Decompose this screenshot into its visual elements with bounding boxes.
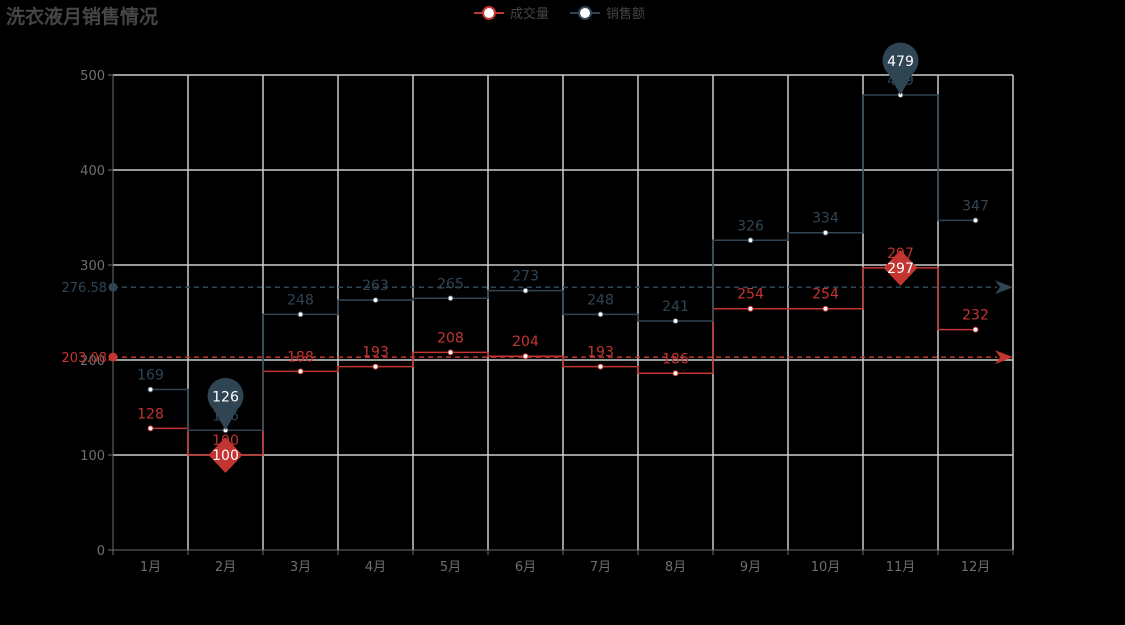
x-tick-label: 3月 [290, 560, 311, 575]
x-tick-label: 1月 [140, 560, 161, 575]
axes: 0 100 200 300 400 500 1月 2月 3月 4月 5月 6月 7月 8月 9月 10月 11月… [80, 69, 1014, 575]
data-label: 232 [962, 308, 989, 324]
data-point [522, 353, 529, 360]
data-point [147, 425, 154, 432]
legend-label: 成交量 [510, 6, 549, 22]
y-tick-label: 500 [80, 69, 105, 84]
series: 1281001881932082041931862542542972321691… [137, 73, 989, 458]
data-point [972, 217, 979, 224]
legend[interactable]: 成交量 销售额 [474, 6, 645, 22]
data-point [522, 287, 529, 294]
legend-swatch-dot [482, 6, 496, 20]
data-label: 193 [587, 345, 614, 361]
data-point [672, 318, 679, 325]
series-line [150, 94, 976, 432]
markers: 297 100 479 126 [207, 42, 919, 473]
data-label: 265 [437, 276, 464, 292]
data-label: 128 [137, 406, 164, 422]
legend-item[interactable]: 成交量 [474, 6, 549, 22]
data-label: 248 [587, 292, 614, 308]
data-point [147, 386, 154, 393]
x-tick-label: 6月 [515, 560, 536, 575]
data-label: 326 [737, 218, 764, 234]
x-tick-label: 5月 [440, 560, 461, 575]
data-point [447, 295, 454, 302]
data-label: 241 [662, 299, 689, 315]
legend-swatch-dot [578, 6, 592, 20]
data-point [297, 311, 304, 318]
marker-pin [207, 377, 244, 431]
marker-diamond [208, 437, 243, 473]
marker-label: 100 [212, 448, 239, 464]
marker-label: 297 [887, 261, 914, 277]
data-point [372, 297, 379, 304]
data-point [597, 311, 604, 318]
data-label: 263 [362, 278, 389, 294]
data-label: 347 [962, 198, 989, 214]
marker-label: 479 [887, 54, 914, 70]
data-label: 204 [512, 334, 539, 350]
average-label: 203.08 [62, 351, 108, 366]
x-tick-label: 12月 [961, 560, 991, 575]
y-tick-label: 100 [80, 449, 105, 464]
data-point [822, 305, 829, 312]
data-point [297, 368, 304, 375]
chart-title: 洗衣液月销售情况 [6, 6, 159, 28]
x-tick-label: 9月 [740, 560, 761, 575]
data-label: 254 [737, 287, 764, 303]
x-tick-label: 7月 [590, 560, 611, 575]
data-label: 273 [512, 269, 539, 285]
average-start-dot [108, 352, 118, 362]
data-point [597, 363, 604, 370]
data-point [747, 237, 754, 244]
marker-diamond [883, 249, 918, 286]
y-tick-label: 0 [97, 544, 105, 559]
average-arrow [995, 280, 1013, 295]
data-label: 188 [287, 349, 314, 365]
series-line [150, 267, 976, 456]
x-tick-label: 4月 [365, 560, 386, 575]
data-point [972, 326, 979, 333]
marker-label: 126 [212, 389, 239, 405]
data-point [822, 229, 829, 236]
legend-label: 销售额 [606, 6, 645, 22]
data-label: 248 [287, 292, 314, 308]
data-point [372, 363, 379, 370]
marker-pin [882, 42, 919, 95]
x-tick-label: 11月 [886, 560, 916, 575]
average-start-dot [108, 282, 118, 292]
data-point [447, 349, 454, 356]
data-label: 208 [437, 330, 464, 346]
data-point [747, 305, 754, 312]
data-label: 186 [662, 351, 689, 367]
y-tick-label: 200 [80, 354, 105, 369]
data-point [672, 370, 679, 377]
x-tick-label: 8月 [665, 560, 686, 575]
x-tick-label: 2月 [215, 560, 236, 575]
data-label: 334 [812, 211, 839, 227]
average-label: 276.58 [62, 281, 108, 296]
legend-item[interactable]: 销售额 [570, 6, 645, 22]
y-tick-label: 300 [80, 259, 105, 274]
average-arrow [995, 350, 1013, 365]
data-label: 193 [362, 345, 389, 361]
average-lines: 203.08 276.58 [62, 280, 1013, 366]
x-tick-label: 10月 [811, 560, 841, 575]
data-label: 169 [137, 367, 164, 383]
y-tick-label: 400 [80, 164, 105, 179]
data-label: 254 [812, 287, 839, 303]
